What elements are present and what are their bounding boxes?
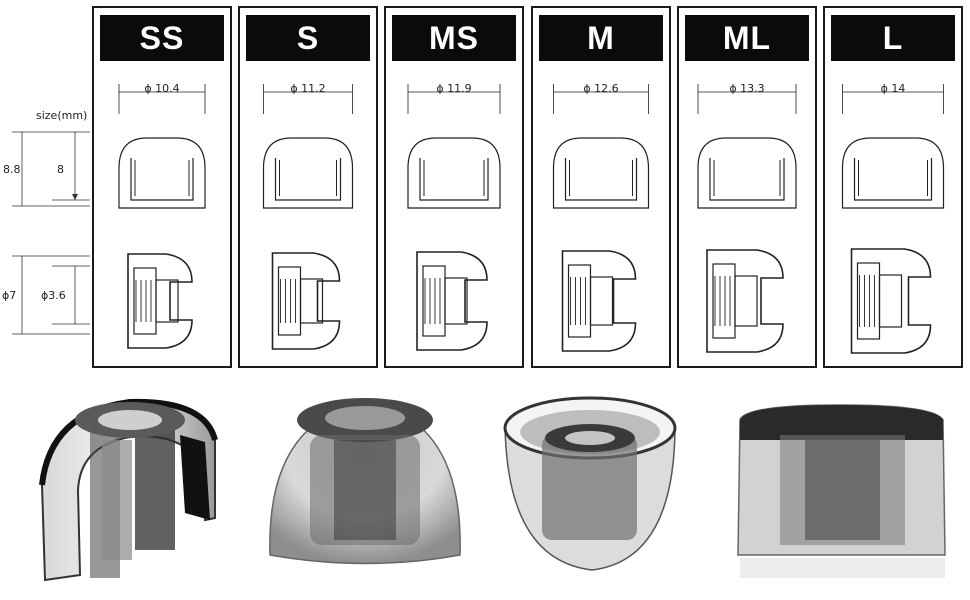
- size-header-m: M: [539, 15, 663, 61]
- side-view-inner: [130, 158, 194, 201]
- size-drawing-ms: ϕ 11.9: [407, 82, 501, 351]
- eartip-photo-dark-top: [737, 404, 946, 578]
- section-view-outline: [561, 250, 637, 352]
- section-view-core: [277, 266, 302, 336]
- section-view-outline: [127, 253, 193, 349]
- side-view-inner: [853, 158, 933, 201]
- section-view-bore: [299, 278, 324, 324]
- size-drawing-ss: ϕ 10.4: [118, 82, 206, 349]
- size-panel-ml: ML ϕ 13.3: [677, 6, 817, 368]
- section-view-bore: [589, 276, 614, 326]
- section-view-core: [422, 265, 446, 337]
- diameter-label-m: ϕ 12.6: [583, 82, 618, 95]
- section-view-bore: [444, 277, 468, 325]
- size-header-ml: ML: [685, 15, 809, 61]
- size-drawing-l: ϕ 14: [841, 82, 945, 354]
- section-view-outline: [850, 248, 932, 354]
- outer-diameter-label: ϕ7: [2, 289, 17, 302]
- section-view-outline: [416, 251, 488, 351]
- side-view-outline: [841, 137, 945, 209]
- eartip-photo-dome: [269, 398, 461, 565]
- side-view-inner: [419, 158, 489, 201]
- size-drawing-s: ϕ 11.2: [262, 82, 354, 350]
- size-panel-m: M ϕ 12.6: [531, 6, 671, 368]
- legend-dimension-lines: [12, 131, 90, 335]
- size-header-ms: MS: [392, 15, 516, 61]
- section-view-core: [133, 267, 157, 335]
- bore-diameter-label: ϕ3.6: [41, 289, 66, 302]
- section-view-outline: [706, 249, 784, 353]
- size-panel-ms: MS ϕ 11.9: [384, 6, 524, 368]
- section-view-core: [712, 263, 736, 339]
- section-view-core: [567, 264, 592, 338]
- size-panel-ss: SS ϕ 10.4: [92, 6, 232, 368]
- section-view-core: [856, 262, 881, 340]
- side-view-outline: [697, 137, 797, 209]
- section-view-bore: [155, 279, 179, 323]
- size-drawing-m: ϕ 12.6: [552, 82, 650, 352]
- side-view-inner: [709, 158, 785, 201]
- size-panel-s: S ϕ 11.2: [238, 6, 378, 368]
- eartip-photo-wide-bowl: [503, 396, 677, 571]
- diameter-label-ms: ϕ 11.9: [436, 82, 471, 95]
- diameter-label-ml: ϕ 13.3: [729, 82, 764, 95]
- side-view-inner: [564, 158, 638, 201]
- section-view-bore: [734, 275, 758, 327]
- inner-height-label: 8: [57, 163, 64, 176]
- diameter-label-l: ϕ 14: [881, 82, 906, 95]
- size-header-l: L: [831, 15, 955, 61]
- unit-label: size(mm): [36, 109, 88, 122]
- side-view-outline: [552, 137, 650, 209]
- size-drawing-ml: ϕ 13.3: [697, 82, 797, 353]
- diameter-label-s: ϕ 11.2: [290, 82, 325, 95]
- side-view-inner: [274, 158, 342, 201]
- outer-height-label: 8.8: [3, 163, 21, 176]
- side-view-outline: [407, 137, 501, 209]
- eartip-photo-cutaway: [39, 398, 218, 582]
- section-view-bore: [878, 274, 903, 328]
- size-header-ss: SS: [100, 15, 224, 61]
- side-view-outline: [118, 137, 206, 209]
- size-panel-l: L ϕ 14: [823, 6, 963, 368]
- size-header-s: S: [246, 15, 370, 61]
- section-view-outline: [271, 252, 341, 350]
- side-view-outline: [262, 137, 354, 209]
- diameter-label-ss: ϕ 10.4: [144, 82, 179, 95]
